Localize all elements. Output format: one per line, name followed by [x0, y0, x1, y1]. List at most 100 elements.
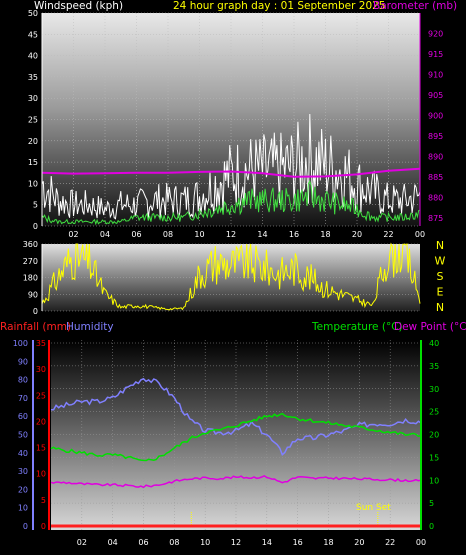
- wind-tick-label: 5: [33, 201, 38, 210]
- temp-x-tick-label: 18: [323, 538, 333, 547]
- rainfall-tick-label: 5: [41, 496, 46, 505]
- wind-x-tick-label: 04: [100, 230, 110, 239]
- humidity-tick-label: 0: [23, 522, 28, 531]
- direction-tick-label: 180: [23, 274, 38, 283]
- barometer-tick-label: 890: [428, 152, 443, 161]
- wind-tick-label: 15: [28, 158, 38, 167]
- temp-x-tick-label: 12: [231, 538, 241, 547]
- humidity-tick-label: 30: [18, 467, 28, 476]
- wind-tick-label: 40: [28, 52, 38, 61]
- wind-x-tick-label: 10: [194, 230, 204, 239]
- direction-tick-label: 360: [23, 240, 38, 249]
- wind-tick-label: 45: [28, 30, 38, 39]
- temp-x-tick-label: 04: [108, 538, 118, 547]
- wind-x-tick-label: 06: [131, 230, 141, 239]
- wind-x-tick-label: 12: [226, 230, 236, 239]
- temperature-tick-label: 30: [429, 385, 439, 394]
- temperature-panel-axes: 0510152025303540010203040506070809010005…: [13, 339, 439, 547]
- wind-direction-line: [41, 242, 421, 311]
- direction-tick-label: 90: [28, 290, 38, 299]
- compass-label: E: [437, 286, 444, 299]
- wind-tick-label: 0: [33, 222, 38, 231]
- wind-x-tick-label: 02: [68, 230, 78, 239]
- wind-axis-label: Windspeed (kph): [34, 0, 123, 12]
- rainfall-tick-label: 0: [41, 522, 46, 531]
- temperature-panel-series: [50, 377, 422, 528]
- wind-tick-label: 50: [28, 9, 38, 18]
- temperature-tick-label: 15: [429, 453, 439, 462]
- barometer-line: [41, 167, 421, 178]
- humidity-tick-label: 20: [18, 485, 28, 494]
- temp-x-tick-label: 20: [354, 538, 364, 547]
- direction-panel-grid: [42, 243, 420, 312]
- wind-tick-label: 20: [28, 137, 38, 146]
- rainfall-tick-label: 30: [36, 365, 46, 374]
- rainfall-tick-label: 10: [36, 470, 46, 479]
- temperature-tick-label: 25: [429, 408, 439, 417]
- barometer-tick-label: 880: [428, 193, 443, 202]
- temp-x-tick-label: 08: [169, 538, 179, 547]
- dewpoint-line: [50, 474, 422, 489]
- direction-panel-series: [41, 242, 421, 311]
- barometer-tick-label: 905: [428, 91, 443, 100]
- wind-panel-axes: 0 5 10 15 20 25 30 35 40 45 50 875 880 885 890 895 900 90…: [28, 9, 443, 239]
- rainfall-tick-label: 25: [36, 391, 46, 400]
- humidity-tick-label: 50: [18, 431, 28, 440]
- temp-x-tick-label: 22: [385, 538, 395, 547]
- wind-x-tick-label: 18: [320, 230, 330, 239]
- temperature-axis-label: Temperature (°C): [311, 321, 403, 333]
- wind-average-line: [41, 180, 421, 226]
- temperature-panel-background: [51, 340, 421, 530]
- temperature-tick-label: 10: [429, 476, 439, 485]
- temp-x-tick-label: 14: [262, 538, 272, 547]
- wind-panel-series: [41, 113, 421, 226]
- direction-tick-label: 270: [23, 257, 38, 266]
- temp-x-tick-label: 00: [416, 538, 426, 547]
- temp-x-tick-label: 02: [77, 538, 87, 547]
- wind-tick-label: 35: [28, 73, 38, 82]
- temperature-tick-label: 0: [429, 522, 434, 531]
- barometer-tick-label: 895: [428, 132, 443, 141]
- humidity-tick-label: 100: [13, 339, 28, 348]
- compass-label: S: [437, 270, 444, 283]
- rainfall-tick-label: 15: [36, 444, 46, 453]
- wind-x-tick-label: 16: [289, 230, 299, 239]
- humidity-tick-label: 70: [18, 394, 28, 403]
- wind-tick-label: 30: [28, 94, 38, 103]
- humidity-tick-label: 10: [18, 504, 28, 513]
- humidity-axis-label: Humidity: [66, 321, 114, 333]
- wind-x-tick-label: 00: [415, 230, 425, 239]
- temperature-line: [50, 412, 422, 462]
- dewpoint-axis-label: Dew Point (°C): [394, 321, 466, 333]
- rainfall-axis-label: Rainfall (mm): [0, 321, 71, 333]
- rainfall-tick-label: 35: [36, 339, 46, 348]
- temperature-tick-label: 5: [429, 499, 434, 508]
- wind-tick-label: 25: [28, 116, 38, 125]
- humidity-tick-label: 80: [18, 376, 28, 385]
- compass-label: N: [436, 239, 444, 252]
- temperature-tick-label: 20: [429, 431, 439, 440]
- humidity-line: [51, 377, 422, 456]
- barometer-tick-label: 910: [428, 70, 443, 79]
- humidity-tick-label: 60: [18, 412, 28, 421]
- wind-x-tick-label: 20: [352, 230, 362, 239]
- sunset-annotation: Sun Set: [356, 503, 391, 513]
- barometer-tick-label: 885: [428, 173, 443, 182]
- wind-tick-label: 10: [28, 179, 38, 188]
- temperature-tick-label: 40: [429, 339, 439, 348]
- compass-label: W: [435, 255, 446, 268]
- rainfall-tick-label: 20: [36, 417, 46, 426]
- barometer-tick-label: 920: [428, 29, 443, 38]
- compass-label: N: [436, 301, 444, 314]
- barometer-tick-label: 900: [428, 111, 443, 120]
- wind-x-tick-label: 08: [163, 230, 173, 239]
- temp-x-tick-label: 16: [293, 538, 303, 547]
- graph-title: 24 hour graph day : 01 September 2025: [173, 0, 385, 12]
- humidity-tick-label: 90: [18, 357, 28, 366]
- temp-x-tick-label: 10: [200, 538, 210, 547]
- barometer-tick-label: 915: [428, 50, 443, 59]
- temp-x-tick-label: 06: [138, 538, 148, 547]
- wind-x-tick-label: 22: [383, 230, 393, 239]
